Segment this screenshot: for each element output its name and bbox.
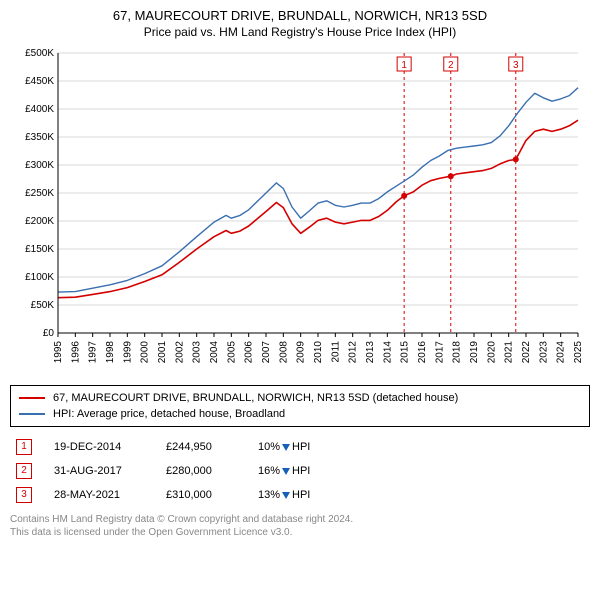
svg-text:£450K: £450K [25, 76, 54, 87]
svg-text:£350K: £350K [25, 132, 54, 143]
svg-text:2015: 2015 [400, 341, 411, 364]
chart: £0 £50K £100K £150K £200K £250K £300K £350K £400… [10, 47, 590, 377]
svg-text:£0: £0 [43, 328, 55, 339]
footer-line-1: Contains HM Land Registry data © Crown c… [10, 513, 590, 526]
svg-text:2002: 2002 [174, 341, 185, 364]
footer-attribution: Contains HM Land Registry data © Crown c… [10, 513, 590, 539]
svg-text:2025: 2025 [573, 341, 584, 364]
title-line-1: 67, MAURECOURT DRIVE, BRUNDALL, NORWICH,… [10, 8, 590, 23]
event-diff-vs: HPI [292, 465, 310, 477]
title-block: 67, MAURECOURT DRIVE, BRUNDALL, NORWICH,… [10, 8, 590, 39]
event-diff: 16% HPI [258, 465, 310, 477]
svg-text:£50K: £50K [31, 300, 55, 311]
title-line-2: Price paid vs. HM Land Registry's House … [10, 25, 590, 39]
svg-text:£500K: £500K [25, 48, 54, 59]
footer-line-2: This data is licensed under the Open Gov… [10, 526, 590, 539]
event-diff-pct: 13% [258, 489, 280, 501]
svg-text:£300K: £300K [25, 160, 54, 171]
event-price: £310,000 [166, 489, 236, 501]
svg-text:1997: 1997 [88, 341, 99, 364]
event-marker-box: 3 [16, 487, 32, 503]
event-diff: 10% HPI [258, 441, 310, 453]
svg-text:2001: 2001 [157, 341, 168, 364]
event-marker-box: 1 [16, 439, 32, 455]
svg-text:3: 3 [513, 60, 519, 71]
svg-text:£400K: £400K [25, 104, 54, 115]
svg-text:2017: 2017 [434, 341, 445, 364]
svg-text:1998: 1998 [105, 341, 116, 364]
svg-text:2021: 2021 [504, 341, 515, 364]
svg-text:2000: 2000 [140, 341, 151, 364]
svg-text:2009: 2009 [296, 341, 307, 364]
svg-text:2013: 2013 [365, 341, 376, 364]
arrow-down-icon [282, 444, 290, 451]
event-diff-pct: 16% [258, 465, 280, 477]
svg-text:2: 2 [448, 60, 454, 71]
svg-text:1995: 1995 [53, 341, 64, 364]
event-date: 31-AUG-2017 [54, 465, 144, 477]
event-diff-pct: 10% [258, 441, 280, 453]
svg-text:2022: 2022 [521, 341, 532, 364]
svg-text:2010: 2010 [313, 341, 324, 364]
arrow-down-icon [282, 468, 290, 475]
event-price: £244,950 [166, 441, 236, 453]
event-marker-box: 2 [16, 463, 32, 479]
event-date: 19-DEC-2014 [54, 441, 144, 453]
event-date: 28-MAY-2021 [54, 489, 144, 501]
legend-item: HPI: Average price, detached house, Broa… [19, 406, 581, 422]
svg-text:1: 1 [401, 60, 407, 71]
svg-text:£150K: £150K [25, 244, 54, 255]
chart-svg: £0 £50K £100K £150K £200K £250K £300K £350K £400… [10, 47, 590, 377]
svg-text:2012: 2012 [348, 341, 359, 364]
event-diff: 13% HPI [258, 489, 310, 501]
svg-text:2020: 2020 [486, 341, 497, 364]
svg-text:2003: 2003 [192, 341, 203, 364]
legend-item: 67, MAURECOURT DRIVE, BRUNDALL, NORWICH,… [19, 390, 581, 406]
event-diff-vs: HPI [292, 489, 310, 501]
svg-text:1996: 1996 [70, 341, 81, 364]
event-row: 2 31-AUG-2017 £280,000 16% HPI [10, 459, 590, 483]
svg-text:2018: 2018 [452, 341, 463, 364]
event-row: 1 19-DEC-2014 £244,950 10% HPI [10, 435, 590, 459]
svg-text:2007: 2007 [261, 341, 272, 364]
event-diff-vs: HPI [292, 441, 310, 453]
event-price: £280,000 [166, 465, 236, 477]
svg-text:2016: 2016 [417, 341, 428, 364]
svg-text:2019: 2019 [469, 341, 480, 364]
svg-text:2004: 2004 [209, 341, 220, 364]
svg-text:2023: 2023 [538, 341, 549, 364]
svg-text:£200K: £200K [25, 216, 54, 227]
legend-swatch [19, 413, 45, 415]
chart-container: 67, MAURECOURT DRIVE, BRUNDALL, NORWICH,… [0, 0, 600, 545]
legend-label: HPI: Average price, detached house, Broa… [53, 408, 285, 420]
svg-text:2006: 2006 [244, 341, 255, 364]
svg-text:£250K: £250K [25, 188, 54, 199]
svg-text:1999: 1999 [122, 341, 133, 364]
svg-text:2011: 2011 [330, 341, 341, 363]
svg-text:2024: 2024 [556, 341, 567, 364]
svg-text:2005: 2005 [226, 341, 237, 364]
legend: 67, MAURECOURT DRIVE, BRUNDALL, NORWICH,… [10, 385, 590, 427]
legend-swatch [19, 397, 45, 399]
arrow-down-icon [282, 492, 290, 499]
event-table: 1 19-DEC-2014 £244,950 10% HPI 2 31-AUG-2017 £… [10, 435, 590, 507]
legend-label: 67, MAURECOURT DRIVE, BRUNDALL, NORWICH,… [53, 392, 458, 404]
svg-text:2008: 2008 [278, 341, 289, 364]
event-row: 3 28-MAY-2021 £310,000 13% HPI [10, 483, 590, 507]
svg-text:2014: 2014 [382, 341, 393, 364]
svg-text:£100K: £100K [25, 272, 54, 283]
